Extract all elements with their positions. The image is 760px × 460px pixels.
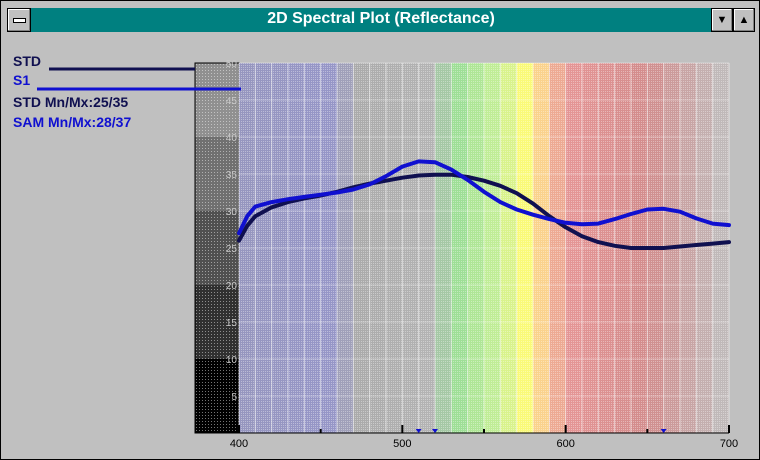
data-series <box>237 159 731 250</box>
x-markers <box>415 429 667 433</box>
y-tick-label: 15 <box>226 318 238 329</box>
legend-s1-label: S1 <box>13 72 30 88</box>
legend-std-minmax: STD Mn/Mx:25/35 <box>13 94 128 110</box>
x-tick-label: 500 <box>393 438 411 450</box>
x-marker <box>660 429 667 433</box>
x-marker <box>432 429 438 433</box>
grayscale-band-texture <box>195 211 239 285</box>
y-tick-label: 35 <box>226 170 238 181</box>
grayscale-band-texture <box>195 137 239 211</box>
x-tick-label: 400 <box>230 438 248 450</box>
y-tick-label: 20 <box>226 281 238 292</box>
grayscale-band-texture <box>195 359 239 433</box>
y-tick-label: 30 <box>226 207 238 218</box>
legend-sam-minmax: SAM Mn/Mx:28/37 <box>13 114 131 130</box>
y-axis-ticks: 5 10 15 20 25 30 35 40 45 50 <box>226 59 238 403</box>
y-tick-label: 5 <box>231 392 237 403</box>
x-tick-label: 700 <box>720 438 738 450</box>
x-axis: 400 500 600 700 <box>230 425 738 450</box>
grayscale-band-texture <box>195 285 239 359</box>
x-marker <box>415 429 422 433</box>
y-tick-label: 50 <box>226 59 238 70</box>
title-bar: 2D Spectral Plot (Reflectance) ▼ ▲ <box>7 8 755 32</box>
system-menu-button[interactable] <box>7 8 31 32</box>
grayscale-scale <box>194 62 240 434</box>
x-tick-label: 600 <box>556 438 574 450</box>
legend-std-label: STD <box>13 53 41 69</box>
grayscale-band-texture <box>195 63 239 137</box>
y-tick-label: 25 <box>226 244 238 255</box>
window-title: 2D Spectral Plot (Reflectance) <box>267 10 495 27</box>
legend: STD S1 STD Mn/Mx:25/35 SAM Mn/Mx:28/37 <box>13 53 241 130</box>
series-line-s1 <box>237 159 731 236</box>
y-tick-label: 40 <box>226 133 238 144</box>
y-tick-label: 45 <box>226 96 238 107</box>
system-menu-icon <box>13 18 26 23</box>
y-tick-label: 10 <box>226 355 238 366</box>
maximize-button[interactable]: ▲ <box>733 8 755 32</box>
minimize-button[interactable]: ▼ <box>711 8 733 32</box>
